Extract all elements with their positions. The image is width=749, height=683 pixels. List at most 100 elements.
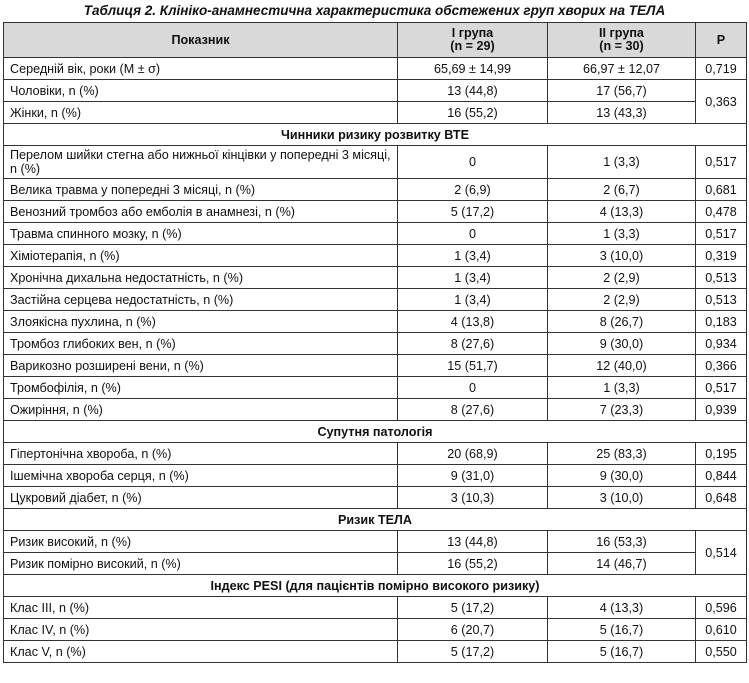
characteristics-table: Показник I група (n = 29) II група (n = … — [3, 22, 747, 663]
group-1-value: 13 (44,8) — [397, 530, 548, 553]
group-2-value: 9 (30,0) — [547, 332, 696, 355]
group-1-value: 9 (31,0) — [397, 464, 548, 487]
table-row: Жінки, n (%) 16 (55,2) 13 (43,3) — [3, 101, 747, 124]
p-value: 0,513 — [695, 266, 747, 289]
p-value: 0,513 — [695, 288, 747, 311]
group-2-value: 3 (10,0) — [547, 244, 696, 267]
group-2-value: 4 (13,3) — [547, 200, 696, 223]
p-value: 0,183 — [695, 310, 747, 333]
p-value: 0,550 — [695, 640, 747, 663]
section-row: Супутня патологія — [3, 420, 747, 443]
group-2-value: 2 (2,9) — [547, 288, 696, 311]
row-label: Ішемічна хвороба серця, n (%) — [3, 464, 398, 487]
table-row: Чоловіки, n (%) 13 (44,8) 17 (56,7) 0,36… — [3, 79, 747, 124]
row-label: Велика травма у попередні 3 місяці, n (%… — [3, 178, 398, 201]
group-1-value: 2 (6,9) — [397, 178, 548, 201]
group-2-value: 66,97 ± 12,07 — [547, 57, 696, 80]
group-1-value: 5 (17,2) — [397, 596, 548, 619]
row-label: Клас V, n (%) — [3, 640, 398, 663]
table-row: Ризик високий, n (%) 13 (44,8) 16 (53,3)… — [3, 530, 747, 575]
table-row: Травма спинного мозку, n (%) 0 1 (3,3) 0… — [3, 222, 747, 245]
p-value: 0,366 — [695, 354, 747, 377]
p-value: 0,478 — [695, 200, 747, 223]
group-1-value: 20 (68,9) — [397, 442, 548, 465]
group-1-value: 8 (27,6) — [397, 332, 548, 355]
row-label: Травма спинного мозку, n (%) — [3, 222, 398, 245]
group-1-value: 0 — [397, 145, 548, 179]
p-value: 0,195 — [695, 442, 747, 465]
group-1-value: 5 (17,2) — [397, 200, 548, 223]
section-row: Ризик ТЕЛА — [3, 508, 747, 531]
header-indicator: Показник — [3, 22, 398, 58]
row-label: Тромбоз глибоких вен, n (%) — [3, 332, 398, 355]
section-row: Індекс PESI (для пацієнтів помірно висок… — [3, 574, 747, 597]
row-label: Застійна серцева недостатність, n (%) — [3, 288, 398, 311]
row-label: Злоякісна пухлина, n (%) — [3, 310, 398, 333]
group-2-value: 2 (2,9) — [547, 266, 696, 289]
table-row: Варикозно розширені вени, n (%) 15 (51,7… — [3, 354, 747, 377]
group-2-value: 5 (16,7) — [547, 640, 696, 663]
group-2-value: 17 (56,7) — [547, 79, 696, 102]
header-group-1-name: I група — [451, 26, 494, 40]
group-2-value: 7 (23,3) — [547, 398, 696, 421]
row-label: Хіміотерапія, n (%) — [3, 244, 398, 267]
group-1-value: 1 (3,4) — [397, 288, 548, 311]
group-2-value: 4 (13,3) — [547, 596, 696, 619]
table-row: Середній вік, роки (M ± σ) 65,69 ± 14,99… — [3, 57, 747, 80]
group-2-value: 2 (6,7) — [547, 178, 696, 201]
p-value: 0,596 — [695, 596, 747, 619]
group-1-value: 16 (55,2) — [397, 101, 548, 124]
group-1-value: 8 (27,6) — [397, 398, 548, 421]
group-1-value: 3 (10,3) — [397, 486, 548, 509]
p-value: 0,610 — [695, 618, 747, 641]
header-group-1: I група (n = 29) — [397, 22, 548, 58]
table-row: Клас V, n (%) 5 (17,2) 5 (16,7) 0,550 — [3, 640, 747, 663]
row-label: Хронічна дихальна недостатність, n (%) — [3, 266, 398, 289]
p-value: 0,517 — [695, 376, 747, 399]
p-value: 0,681 — [695, 178, 747, 201]
header-group-2-count: (n = 30) — [599, 39, 644, 53]
group-2-value: 5 (16,7) — [547, 618, 696, 641]
group-1-value: 5 (17,2) — [397, 640, 548, 663]
p-value: 0,934 — [695, 332, 747, 355]
table-row: Перелом шийки стегна або нижньої кінцівк… — [3, 145, 747, 179]
group-2-value: 14 (46,7) — [547, 552, 696, 575]
table-row: Велика травма у попередні 3 місяці, n (%… — [3, 178, 747, 201]
group-1-value: 15 (51,7) — [397, 354, 548, 377]
p-value: 0,939 — [695, 398, 747, 421]
table-row: Клас IV, n (%) 6 (20,7) 5 (16,7) 0,610 — [3, 618, 747, 641]
group-1-value: 1 (3,4) — [397, 244, 548, 267]
p-value: 0,719 — [695, 57, 747, 80]
group-2-value: 16 (53,3) — [547, 530, 696, 553]
group-2-value: 9 (30,0) — [547, 464, 696, 487]
row-label: Цукровий діабет, n (%) — [3, 486, 398, 509]
row-label: Перелом шийки стегна або нижньої кінцівк… — [3, 145, 398, 179]
header-p-value: P — [695, 22, 747, 58]
group-1-value: 6 (20,7) — [397, 618, 548, 641]
header-group-2: II група (n = 30) — [547, 22, 696, 58]
section-title: Ризик ТЕЛА — [3, 508, 747, 531]
table-row: Ішемічна хвороба серця, n (%) 9 (31,0) 9… — [3, 464, 747, 487]
group-2-value: 25 (83,3) — [547, 442, 696, 465]
row-label: Ризик високий, n (%) — [3, 530, 398, 553]
table-row: Застійна серцева недостатність, n (%) 1 … — [3, 288, 747, 311]
group-1-value: 0 — [397, 222, 548, 245]
group-2-value: 13 (43,3) — [547, 101, 696, 124]
row-label: Ризик помірно високий, n (%) — [3, 552, 398, 575]
group-2-value: 1 (3,3) — [547, 222, 696, 245]
p-value: 0,844 — [695, 464, 747, 487]
row-label: Клас III, n (%) — [3, 596, 398, 619]
row-label: Чоловіки, n (%) — [3, 79, 398, 102]
group-1-value: 65,69 ± 14,99 — [397, 57, 548, 80]
p-value: 0,319 — [695, 244, 747, 267]
group-1-value: 1 (3,4) — [397, 266, 548, 289]
section-title: Індекс PESI (для пацієнтів помірно висок… — [3, 574, 747, 597]
row-label: Венозний тромбоз або емболія в анамнезі,… — [3, 200, 398, 223]
row-label: Середній вік, роки (M ± σ) — [3, 57, 398, 80]
p-value: 0,517 — [695, 145, 747, 179]
p-value: 0,648 — [695, 486, 747, 509]
group-2-value: 3 (10,0) — [547, 486, 696, 509]
row-label: Жінки, n (%) — [3, 101, 398, 124]
table-row: Тромбоз глибоких вен, n (%) 8 (27,6) 9 (… — [3, 332, 747, 355]
group-1-value: 16 (55,2) — [397, 552, 548, 575]
